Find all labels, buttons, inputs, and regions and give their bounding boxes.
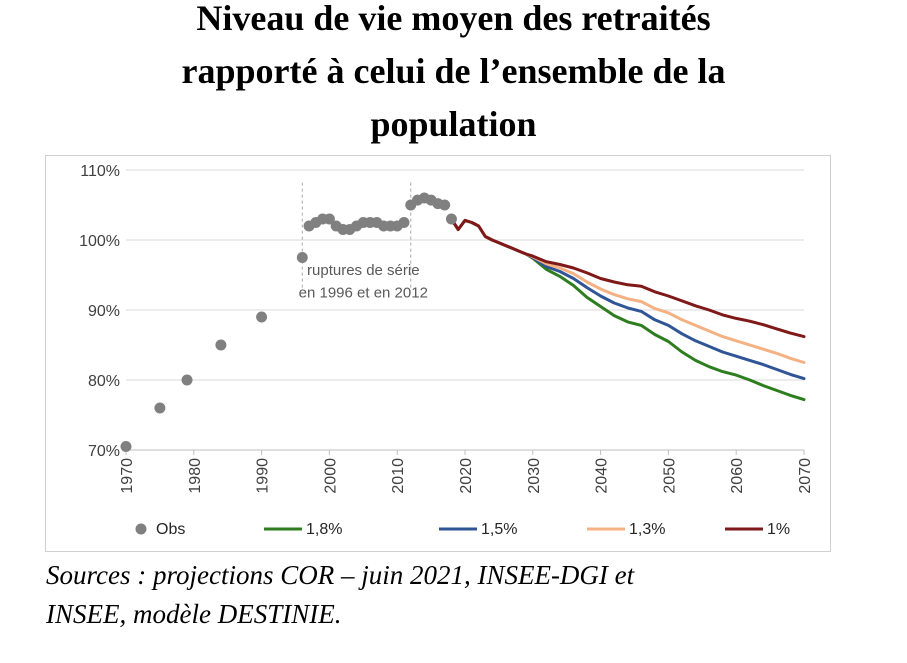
x-tick-label-2010: 2010 bbox=[390, 458, 407, 494]
obs-point-1990 bbox=[256, 311, 268, 323]
series-line-3 bbox=[449, 217, 806, 339]
x-tick-label-2030: 2030 bbox=[526, 458, 543, 494]
obs-point-1970 bbox=[120, 441, 132, 452]
obs-point-1979 bbox=[181, 374, 193, 386]
obs-point-2018 bbox=[445, 213, 457, 225]
title-line-1: Niveau de vie moyen des retraités bbox=[196, 0, 711, 38]
y-tick-label-90: 90% bbox=[88, 303, 120, 320]
legend-label-0: 1,8% bbox=[306, 521, 342, 538]
annotation-line-1: ruptures de série bbox=[307, 262, 420, 279]
legend-marker-obs bbox=[135, 523, 147, 535]
y-tick-label-100: 100% bbox=[79, 233, 120, 250]
y-tick-label-70: 70% bbox=[88, 443, 120, 460]
chart-title: Niveau de vie moyen des retraités rappor… bbox=[40, 0, 867, 151]
obs-point-2017 bbox=[439, 199, 451, 211]
x-tick-label-2020: 2020 bbox=[458, 458, 475, 494]
obs-point-2011 bbox=[398, 217, 410, 228]
source-line-2: INSEE, modèle DESTINIE. bbox=[46, 599, 342, 629]
obs-point-1984 bbox=[215, 339, 227, 351]
y-tick-label-110: 110% bbox=[80, 163, 120, 180]
source-line-1: Sources : projections COR – juin 2021, I… bbox=[46, 560, 635, 590]
series-line-2 bbox=[449, 217, 806, 364]
obs-point-2000 bbox=[323, 213, 335, 225]
legend-label-obs: Obs bbox=[156, 521, 185, 538]
x-tick-label-2070: 2070 bbox=[797, 458, 814, 494]
chart-svg: 70% 80% 90% 100% 110% 1970 1980 1990 2000 2010 202… bbox=[79, 163, 814, 538]
x-tick-label-2000: 2000 bbox=[322, 458, 339, 494]
annotation-line-2: en 1996 et en 2012 bbox=[299, 284, 428, 301]
chart-frame: 70% 80% 90% 100% 110% 1970 1980 1990 2000 2010 202… bbox=[45, 155, 831, 552]
obs-point-1996 bbox=[296, 252, 308, 263]
x-tick-label-1970: 1970 bbox=[119, 458, 136, 494]
x-tick-label-1980: 1980 bbox=[187, 458, 204, 494]
legend-label-2: 1,3% bbox=[629, 521, 665, 538]
title-line-2: rapporté à celui de l’ensemble de la bbox=[181, 51, 726, 91]
legend-label-3: 1% bbox=[767, 521, 790, 538]
source-note: Sources : projections COR – juin 2021, I… bbox=[46, 556, 840, 634]
title-line-3: population bbox=[370, 104, 537, 144]
x-tick-label-2050: 2050 bbox=[661, 458, 678, 494]
legend-label-1: 1,5% bbox=[481, 521, 517, 538]
x-tick-label-2060: 2060 bbox=[729, 458, 746, 494]
obs-point-1975 bbox=[154, 402, 166, 414]
y-tick-label-80: 80% bbox=[88, 373, 120, 390]
x-tick-label-1990: 1990 bbox=[255, 458, 272, 494]
x-tick-label-2040: 2040 bbox=[594, 458, 611, 494]
